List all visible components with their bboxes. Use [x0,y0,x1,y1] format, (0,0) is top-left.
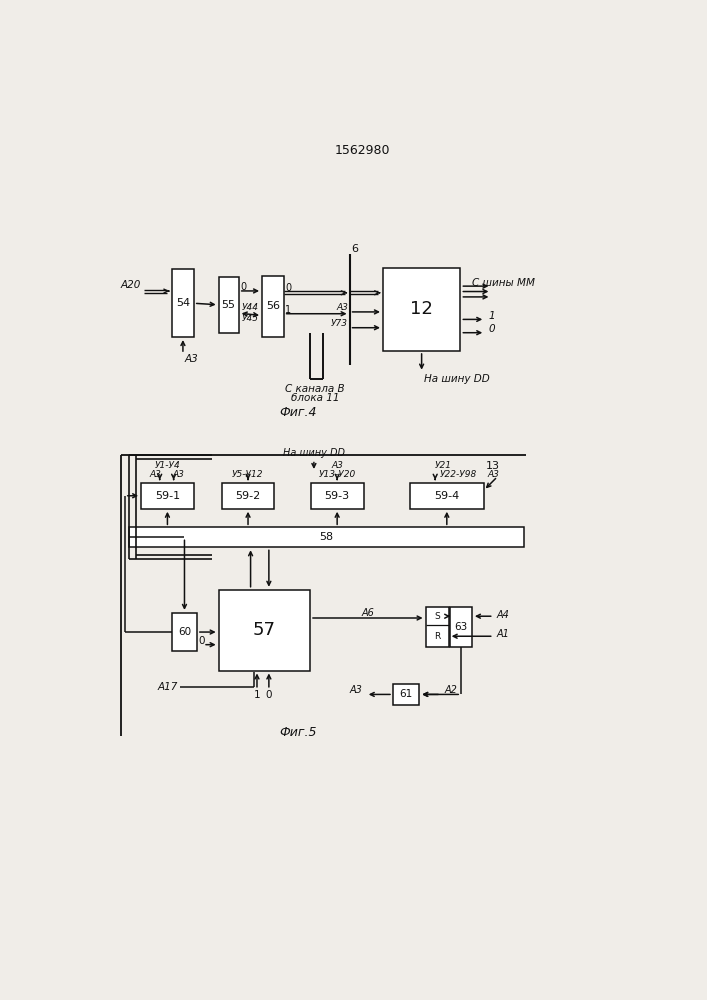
Text: А3: А3 [149,470,161,479]
Text: 54: 54 [176,298,190,308]
Bar [383,268,460,351]
Text: блока 11: блока 11 [291,393,339,403]
Text: На шину DD: На шину DD [283,448,345,458]
Text: 58: 58 [320,532,334,542]
Text: 0: 0 [240,282,247,292]
Text: А17: А17 [158,682,178,692]
Text: У5-У12: У5-У12 [233,470,264,479]
Text: 1: 1 [285,305,291,315]
Text: 59-2: 59-2 [235,491,261,501]
Text: У21: У21 [434,461,452,470]
Bar [172,613,197,651]
Text: 59-3: 59-3 [325,491,350,501]
Text: А4: А4 [497,610,510,620]
Text: 56: 56 [266,301,280,311]
Text: 0: 0 [198,636,204,646]
Text: 12: 12 [410,300,433,318]
Text: А3: А3 [185,354,198,364]
Bar [426,607,449,647]
Text: R: R [434,632,440,641]
Text: 1: 1 [254,690,260,700]
Text: С канала В: С канала В [285,384,345,394]
Text: Фиг.5: Фиг.5 [279,726,316,739]
Text: 13: 13 [486,461,500,471]
Text: С шины ММ: С шины ММ [472,278,534,288]
Text: 63: 63 [455,622,468,632]
Text: 6: 6 [351,244,358,254]
Text: А6: А6 [361,608,374,618]
Text: У73: У73 [331,319,348,328]
Text: На шину DD: На шину DD [424,374,490,384]
Text: 0: 0 [489,324,495,334]
Text: 55: 55 [222,300,235,310]
Text: А3: А3 [336,303,348,312]
Text: 1562980: 1562980 [335,144,390,157]
Text: Фиг.4: Фиг.4 [279,406,316,419]
Text: У45: У45 [242,314,259,323]
Text: А20: А20 [121,280,141,290]
Bar [218,277,239,333]
Text: А1: А1 [497,629,510,639]
Bar [172,269,194,337]
Bar [410,483,484,509]
Text: 59-1: 59-1 [155,491,180,501]
Text: У44: У44 [242,303,259,312]
Text: А3: А3 [349,685,362,695]
Bar [450,607,472,647]
Bar [393,684,419,705]
Text: 0: 0 [285,283,291,293]
Text: 57: 57 [253,621,276,639]
Text: У13-У20: У13-У20 [319,470,356,479]
Text: А3: А3 [488,470,499,479]
Text: 1: 1 [489,311,495,321]
Text: А3: А3 [331,461,343,470]
Text: А2: А2 [444,685,457,695]
Text: 61: 61 [399,689,413,699]
Bar [218,590,310,671]
Text: S: S [434,612,440,621]
Text: 0: 0 [266,690,272,700]
Bar [311,483,363,509]
Text: А3: А3 [172,470,184,479]
Text: У22-У98: У22-У98 [440,470,477,479]
Bar [141,483,194,509]
Bar [222,483,274,509]
Text: 59-4: 59-4 [434,491,460,501]
Text: У1-У4: У1-У4 [155,461,180,470]
Text: 60: 60 [178,627,191,637]
Bar [262,276,284,337]
Bar [129,527,524,547]
